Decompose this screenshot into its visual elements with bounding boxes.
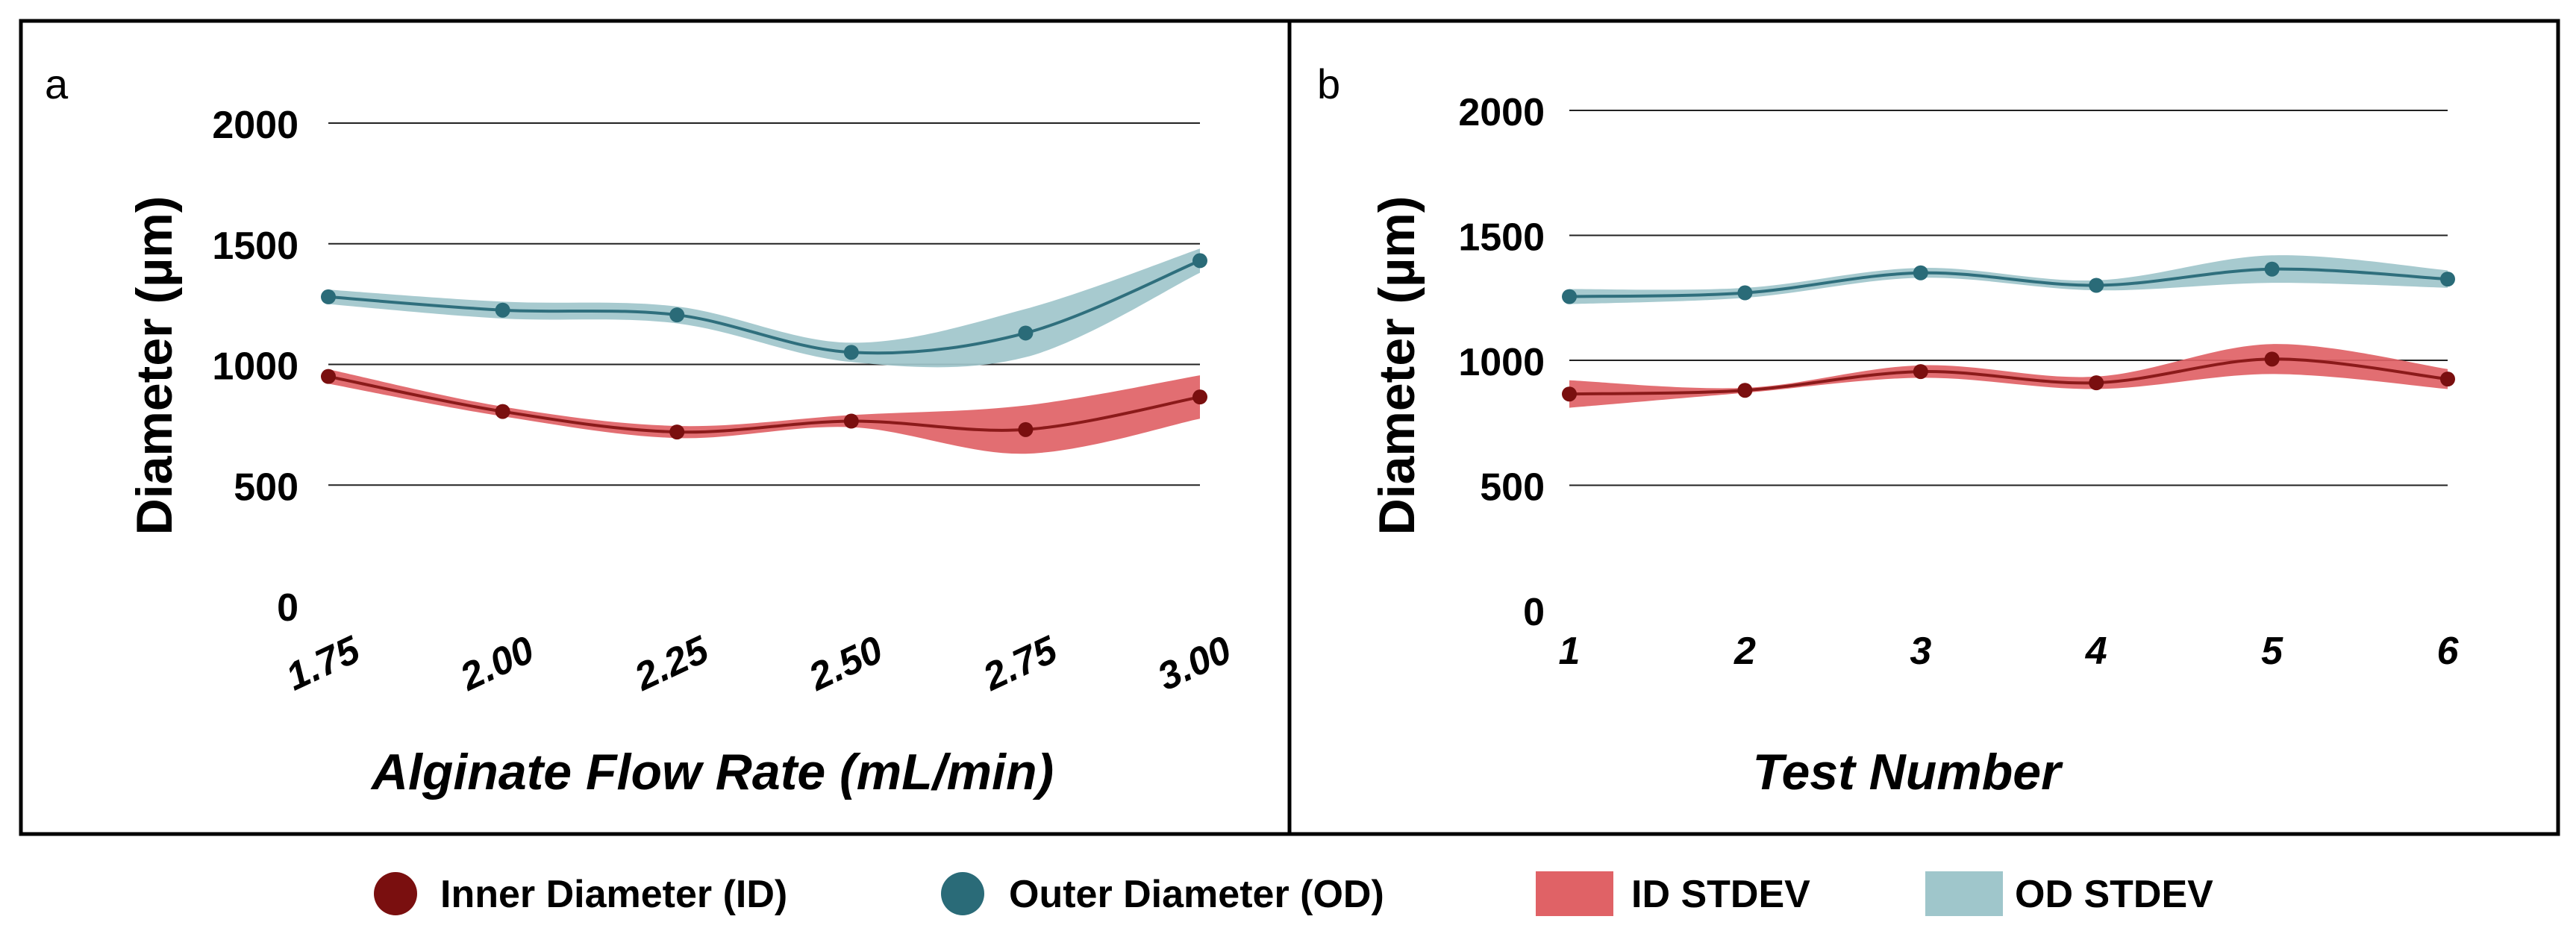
panel-a-ytick-label: 1000	[212, 345, 298, 389]
panel-b-id-stdev-band	[1569, 344, 2448, 408]
panel-b-id-point	[1737, 383, 1753, 398]
panel-b-xlabel: Test Number	[1752, 744, 2063, 800]
panel-a-grid	[328, 122, 1200, 486]
panel-b-id-point	[2264, 351, 2280, 367]
panel-b-ytick-label: 1000	[1458, 341, 1545, 384]
legend-label: OD STDEV	[2015, 873, 2213, 916]
panel-b-od-line	[1569, 267, 2448, 298]
panel-b-id-point	[2440, 372, 2455, 387]
legend-marker-1	[941, 872, 984, 915]
panel-a-id-point	[1192, 389, 1207, 405]
panel-a-xtick-label: 2.25	[628, 627, 716, 699]
panel-b-label: b	[1317, 60, 1340, 107]
panel-b-id-line	[1569, 357, 2448, 396]
panel-a-xtick-label: 3.00	[1151, 628, 1238, 699]
panel-a-id-stdev-band	[328, 369, 1200, 454]
panel-a-yticks: 0 500 1000 1500 2000	[212, 104, 298, 630]
panel-a: a 0 500 1000 1500 2000 1.75 2.00 2.25 2.50 2.75 3…	[45, 60, 1238, 800]
panel-a-od-point	[495, 302, 510, 318]
panel-b-lines	[1569, 267, 2448, 396]
panel-a-xtick-label: 1.75	[280, 627, 367, 699]
panel-a-ytick-label: 0	[277, 586, 298, 630]
panel-a-ytick-label: 1500	[212, 225, 298, 268]
legend-label: Inner Diameter (ID)	[440, 873, 787, 916]
panel-b-id-point	[1913, 364, 1928, 380]
panel-b-od-point	[1737, 285, 1753, 301]
legend-marker-2	[1536, 871, 1613, 916]
panel-a-id-point	[1018, 421, 1034, 437]
panel-b-od-point	[2089, 278, 2104, 293]
panel-a-ytick-label: 2000	[212, 104, 298, 147]
panel-b-ytick-label: 500	[1480, 466, 1545, 510]
panel-b-od-point	[1562, 289, 1577, 304]
panel-a-xtick-label: 2.75	[976, 627, 1064, 699]
panel-b-frame	[1287, 19, 2560, 836]
panel-a-xlabel: Alginate Flow Rate (mL/min)	[370, 744, 1054, 800]
panel-b-xtick-label: 6	[2437, 630, 2460, 673]
panel-a-id-point	[495, 404, 510, 419]
panel-a-id-point	[669, 424, 685, 440]
panel-b-id-point	[2089, 375, 2104, 391]
panel-b-xtick-label: 3	[1910, 630, 1931, 673]
panel-a-od-line	[328, 259, 1201, 355]
panel-a-xtick-label: 2.00	[453, 628, 540, 700]
panel-a-bands	[328, 248, 1200, 454]
panel-a-id-line	[328, 374, 1201, 434]
panel-b-id-point	[1562, 386, 1577, 402]
panel-a-lines	[328, 259, 1201, 434]
panel-a-xtick-label: 2.50	[802, 628, 890, 700]
panel-a-od-stdev-band	[328, 248, 1200, 368]
panel-a-points	[321, 253, 1207, 440]
panel-b-xtick-label: 2	[1734, 630, 1756, 673]
panel-a-id-point	[321, 369, 336, 384]
panel-a-od-point	[843, 345, 859, 360]
panel-a-od-point	[669, 307, 685, 323]
panel-a-od-point	[1192, 253, 1207, 269]
panel-b-xtick-label: 5	[2261, 630, 2283, 673]
panel-b-od-point	[2264, 261, 2280, 277]
legend-marker-3	[1925, 871, 2003, 916]
panel-b-ytick-label: 1500	[1458, 216, 1545, 260]
panel-b-yticks: 0 500 1000 1500 2000	[1458, 91, 1545, 634]
panel-a-ytick-label: 500	[234, 466, 298, 509]
panel-a-id-point	[843, 413, 859, 429]
panel-b-ytick-label: 0	[1523, 591, 1545, 634]
panel-a-xticks: 1.75 2.00 2.25 2.50 2.75 3.00	[280, 627, 1238, 699]
panel-b-ytick-label: 2000	[1458, 91, 1545, 134]
legend-marker-0	[374, 872, 417, 915]
panel-b-points	[1562, 261, 2455, 402]
panel-a-od-point	[321, 289, 336, 304]
panel-b-ylabel: Diameter (µm)	[1369, 196, 1425, 536]
legend-label: Outer Diameter (OD)	[1009, 873, 1384, 916]
panel-b-xticks: 1 2 3 4 5 6	[1559, 630, 2460, 673]
panel-a-label: a	[45, 60, 69, 107]
legend-label: ID STDEV	[1631, 873, 1810, 916]
panel-b-od-point	[2440, 272, 2455, 287]
panel-b-xtick-label: 4	[2085, 630, 2107, 673]
panel-a-ylabel: Diameter (µm)	[126, 196, 183, 536]
panel-b-od-point	[1913, 265, 1928, 280]
panel-a-od-point	[1018, 325, 1034, 341]
panel-b-xtick-label: 1	[1559, 630, 1581, 673]
panel-b-grid	[1569, 110, 2448, 486]
legend: Inner Diameter (ID) Outer Diameter (OD) ID…	[374, 871, 2213, 916]
